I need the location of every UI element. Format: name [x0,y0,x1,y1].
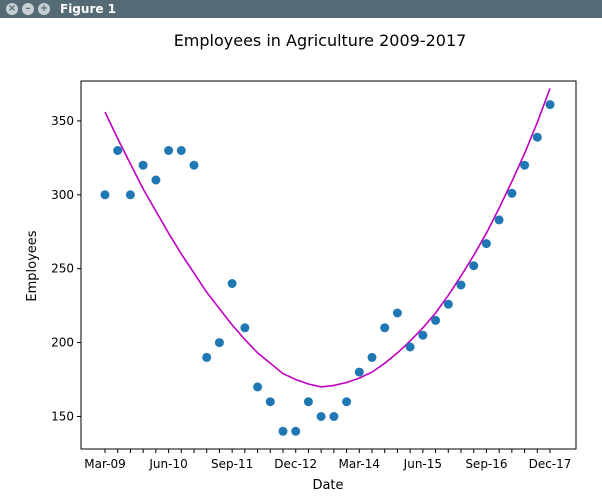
data-point [507,188,517,198]
y-tick-label: 200 [51,336,74,350]
data-point [418,330,428,340]
data-point [532,132,542,142]
data-point [278,426,288,436]
data-point [329,412,339,421]
x-tick-label: Dec-12 [274,457,317,471]
data-point [164,146,174,155]
data-point [253,382,263,392]
x-tick-label: Sep-11 [211,457,253,471]
y-tick-label: 350 [51,114,74,128]
figure-canvas: Employees in Agriculture 2009-2017 Date … [0,18,602,493]
data-point [202,352,212,362]
data-point [189,160,199,170]
data-point [316,412,326,421]
data-point [113,146,123,155]
data-point [265,397,275,407]
x-tick-label: Sep-16 [465,457,507,471]
data-point [481,239,491,249]
data-point [100,190,110,200]
data-point [151,175,161,185]
maximize-icon[interactable]: + [38,3,50,15]
scatter-chart: Employees in Agriculture 2009-2017 Date … [25,31,577,493]
data-point [138,160,148,170]
y-tick-label: 250 [51,262,74,276]
data-point [214,338,224,348]
x-tick-label: Jun-15 [403,457,442,471]
data-point [545,100,555,110]
data-point [342,397,352,407]
data-point [240,323,250,333]
data-point [520,160,530,170]
chart-title: Employees in Agriculture 2009-2017 [174,31,467,50]
data-point [176,146,186,155]
data-point [469,261,479,271]
data-point [431,315,441,325]
x-axis-label: Date [312,478,343,493]
data-point [354,367,364,377]
window-title: Figure 1 [60,2,117,16]
minimize-icon[interactable]: – [22,3,34,15]
y-tick-label: 150 [51,409,74,423]
data-point [456,280,466,290]
x-tick-label: Mar-14 [339,457,380,471]
trend-curve [104,88,551,388]
data-point [291,426,301,436]
y-tick-label: 300 [51,188,74,202]
close-icon[interactable]: × [6,3,18,15]
data-point [367,352,377,362]
data-point [303,397,313,407]
data-point [494,215,504,225]
plot-frame [80,80,577,450]
data-point [392,308,402,318]
x-tick-label: Mar-09 [84,457,125,471]
data-point [405,342,415,352]
y-axis-label: Employees [25,230,40,301]
data-point [380,323,390,333]
window-titlebar: × – + Figure 1 [0,0,602,18]
data-point [443,299,453,309]
data-point [125,190,135,200]
x-tick-label: Jun-10 [148,457,187,471]
x-tick-label: Dec-17 [529,457,572,471]
data-point [227,279,237,288]
